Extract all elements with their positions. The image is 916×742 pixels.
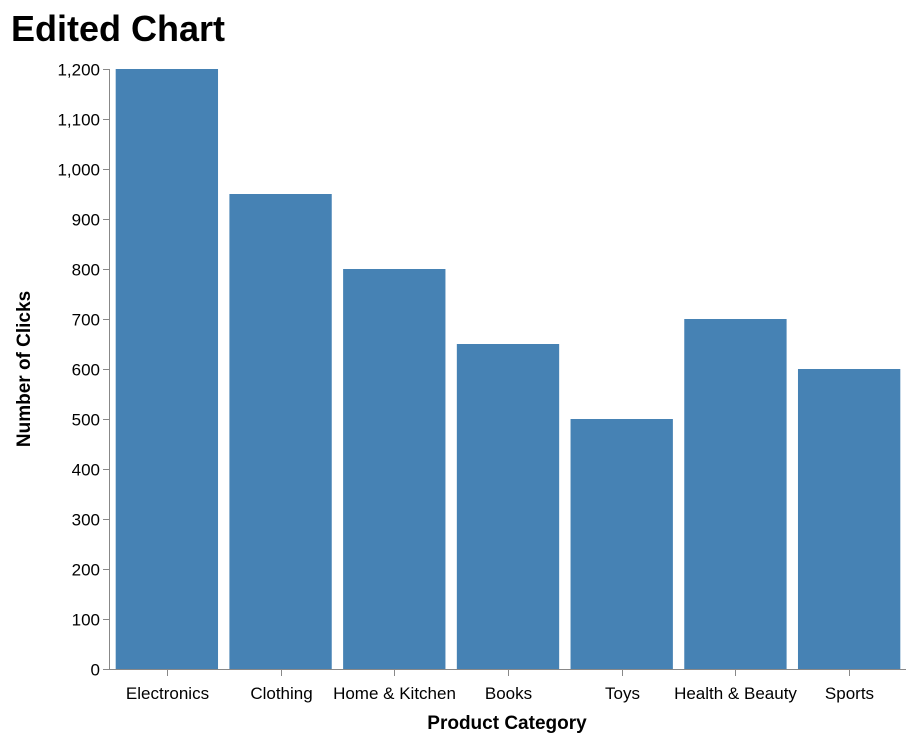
y-tick-label: 0 xyxy=(91,661,100,680)
bar-books xyxy=(456,344,560,669)
x-axis: Electronics Clothing Home & Kitchen Books To… xyxy=(110,669,906,703)
y-tick-label: 1,000 xyxy=(57,161,100,180)
chart-title: Edited Chart xyxy=(11,8,225,49)
x-tick-label: Electronics xyxy=(126,684,209,703)
x-tick-label: Home & Kitchen xyxy=(333,684,456,703)
y-tick-label: 1,100 xyxy=(57,111,100,130)
x-tick-label: Sports xyxy=(825,684,874,703)
y-axis: 0 100 200 300 400 500 600 700 800 900 1,000 1,100 1,… xyxy=(57,61,110,680)
y-tick-label: 800 xyxy=(72,261,100,280)
bar-health-beauty xyxy=(684,319,787,669)
y-tick-label: 1,200 xyxy=(57,61,100,80)
bar-sports xyxy=(797,369,901,669)
y-tick-label: 900 xyxy=(72,211,100,230)
x-axis-title: Product Category xyxy=(427,713,587,734)
bar-toys xyxy=(570,419,673,669)
bar-electronics xyxy=(115,69,219,669)
y-tick-label: 300 xyxy=(72,511,100,530)
bars-group xyxy=(115,69,901,669)
bar-home-kitchen xyxy=(343,269,446,669)
x-tick-label: Toys xyxy=(605,684,640,703)
x-tick-label: Health & Beauty xyxy=(674,684,797,703)
y-tick-label: 700 xyxy=(72,311,100,330)
x-tick-label: Clothing xyxy=(250,684,312,703)
y-tick-label: 200 xyxy=(72,561,100,580)
y-tick-label: 600 xyxy=(72,361,100,380)
bar-clothing xyxy=(229,194,332,669)
y-tick-label: 100 xyxy=(72,611,100,630)
y-axis-title: Number of Clicks xyxy=(14,291,35,447)
y-tick-label: 400 xyxy=(72,461,100,480)
y-tick-label: 500 xyxy=(72,411,100,430)
x-tick-label: Books xyxy=(485,684,532,703)
